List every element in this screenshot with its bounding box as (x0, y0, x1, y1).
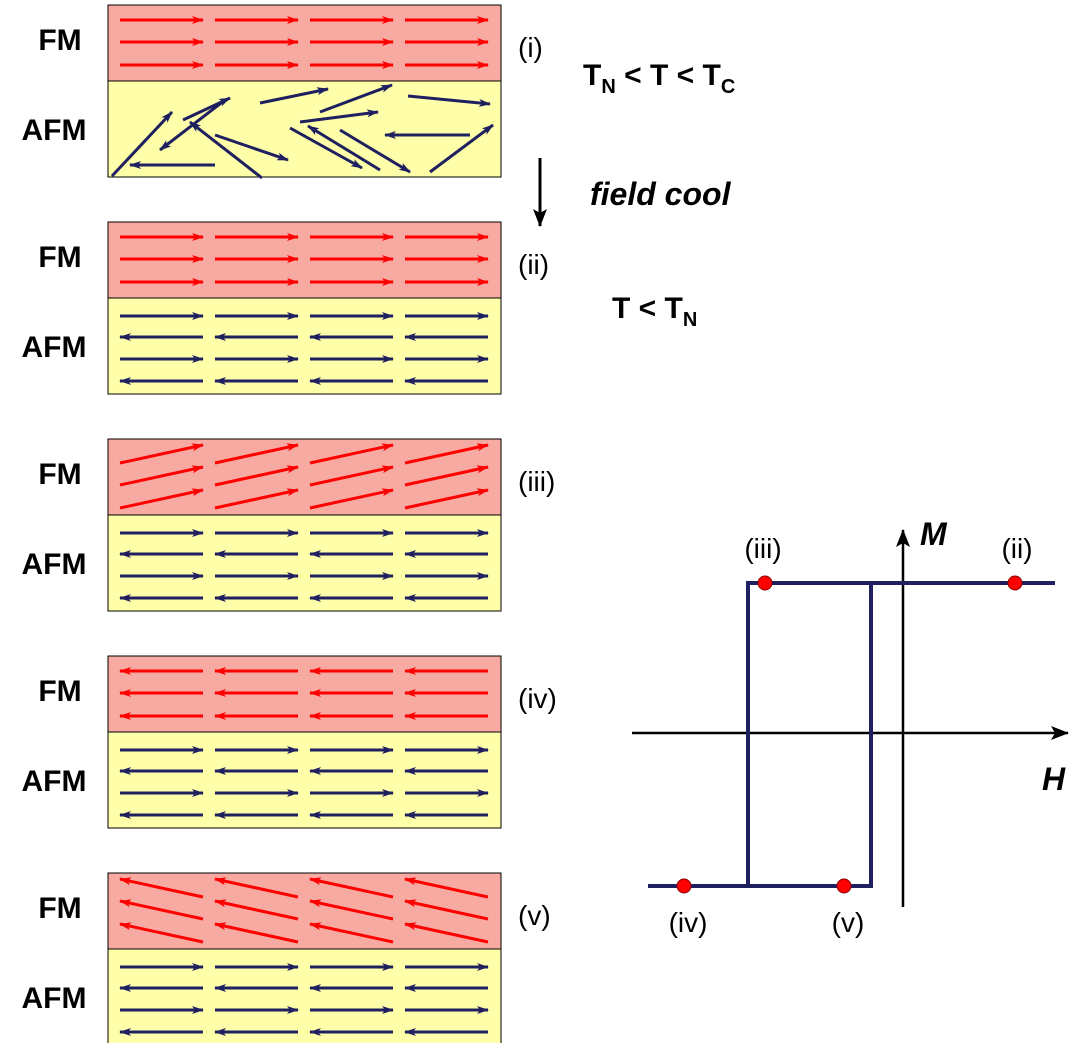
afm-label: AFM (22, 982, 87, 1015)
condition-label: TN < T < TC (583, 59, 735, 98)
panel-label: (iii) (518, 466, 555, 497)
afm-label: AFM (22, 114, 87, 147)
afm-label: AFM (22, 765, 87, 798)
point-label: (iv) (669, 907, 708, 938)
loop-point (677, 879, 691, 893)
panel-label: (iv) (518, 683, 557, 714)
panel-label: (ii) (518, 249, 549, 280)
diagram: field cool TN < T < TC T < TN M H (iii) … (0, 0, 1072, 1043)
loop-point (837, 879, 851, 893)
panel-label: (v) (518, 900, 551, 931)
point-label: (iii) (744, 533, 781, 564)
point-label: (v) (832, 907, 865, 938)
afm-label: AFM (22, 331, 87, 364)
fm-label: FM (38, 24, 81, 57)
fm-label: FM (38, 458, 81, 491)
process-label: field cool (590, 176, 732, 212)
loop-point (758, 576, 772, 590)
m-axis-label: M (920, 516, 948, 552)
loop-point (1008, 576, 1022, 590)
point-label: (ii) (1001, 533, 1032, 564)
loop-curve (648, 583, 1055, 886)
condition-label: T < TN (612, 292, 697, 331)
hysteresis-plot: M H (iii) (ii) (iv) (v) (632, 516, 1068, 938)
fm-label: FM (38, 675, 81, 708)
afm-layer (108, 949, 501, 1043)
h-axis-label: H (1042, 761, 1066, 797)
fm-label: FM (38, 241, 81, 274)
fm-label: FM (38, 892, 81, 925)
panel-label: (i) (518, 32, 543, 63)
afm-label: AFM (22, 548, 87, 581)
